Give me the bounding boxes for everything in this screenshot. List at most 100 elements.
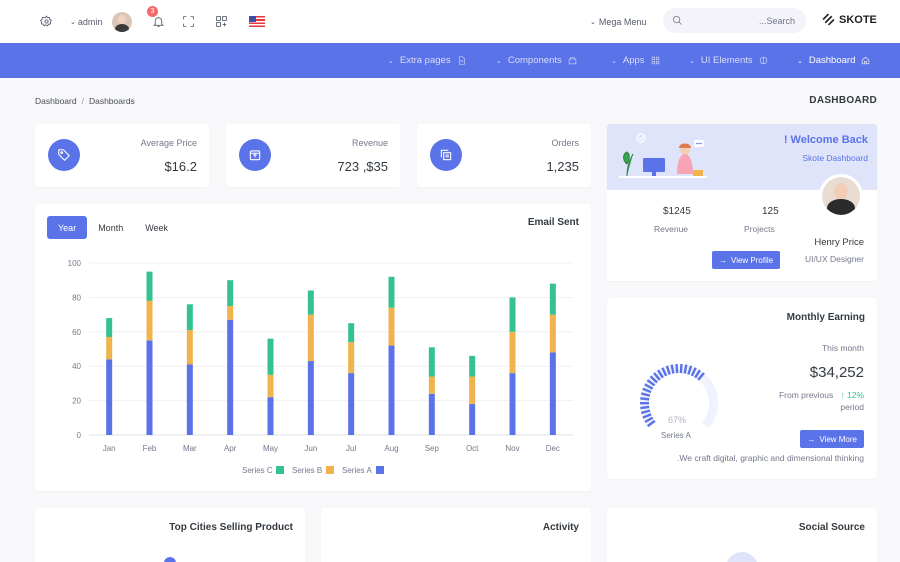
brand-logo[interactable]: SKOTE	[822, 13, 877, 26]
workspace-illustration-icon	[619, 133, 707, 178]
gauge-segment	[661, 367, 668, 377]
bar-series-b[interactable]	[267, 374, 274, 398]
nav-item-apps[interactable]: ⌄ Apps	[611, 43, 660, 78]
gauge-segment	[683, 364, 688, 374]
fullscreen-icon[interactable]	[182, 0, 195, 43]
file-icon	[458, 56, 465, 65]
bar-series-c[interactable]	[469, 355, 476, 377]
stat-card-revenue: Revenue 723 ,$35	[226, 124, 400, 187]
legend-label: Series B	[292, 466, 322, 475]
gauge-segment	[644, 383, 654, 390]
search-input[interactable]	[689, 8, 795, 33]
bar-series-a[interactable]	[146, 340, 153, 435]
mega-menu-button[interactable]: ⌄ Mega Menu	[590, 0, 646, 43]
bar-series-b[interactable]	[307, 314, 314, 362]
tab-month[interactable]: Month	[98, 222, 124, 233]
bar-series-b[interactable]	[348, 342, 355, 374]
bar-series-a[interactable]	[267, 397, 274, 435]
bar-series-c[interactable]	[388, 276, 395, 308]
bar-series-b[interactable]	[106, 336, 113, 360]
breadcrumb: Dashboard / Dashboards	[35, 96, 135, 106]
bar-series-c[interactable]	[267, 338, 274, 375]
legend-swatch[interactable]	[326, 466, 334, 474]
card-title: Email Sent	[527, 217, 579, 228]
bar-series-b[interactable]	[428, 376, 435, 394]
email-sent-chart: 0 20 40 60 80 100 Jan Feb Mar Apr May Jun Jul Aug Sep O…	[68, 259, 573, 475]
stat-card-orders: Orders 1,235	[417, 124, 591, 187]
tab-year[interactable]: Year	[47, 216, 88, 239]
bar-series-a[interactable]	[106, 359, 113, 435]
nav-item-extra-pages[interactable]: ⌄ Extra pages	[388, 43, 466, 78]
stat-value: 1,235	[546, 159, 579, 174]
bar-series-a[interactable]	[509, 373, 516, 435]
gauge-segment	[670, 364, 675, 374]
user-menu[interactable]: ⌄ admin	[70, 0, 133, 43]
bar-series-b[interactable]	[186, 330, 193, 365]
bar-series-a[interactable]	[348, 373, 355, 435]
bar-series-a[interactable]	[428, 393, 435, 435]
settings-gear-icon[interactable]	[40, 0, 53, 43]
bar-series-a[interactable]	[549, 352, 556, 435]
legend-swatch[interactable]	[276, 466, 284, 474]
box-icon	[568, 57, 576, 65]
bar-series-c[interactable]	[186, 304, 193, 331]
nav-item-dashboard[interactable]: ⌄ Dashboard	[797, 43, 870, 78]
bell-icon[interactable]	[152, 0, 165, 43]
bar-series-b[interactable]	[549, 314, 556, 353]
change-percent: 12%	[846, 390, 864, 400]
gauge-series-label: Series A	[661, 431, 691, 440]
bar-series-c[interactable]	[227, 280, 234, 306]
bar-series-c[interactable]	[106, 318, 113, 337]
welcome-card: ! Welcome Back Skote Dashboard $1245 Rev…	[607, 124, 877, 281]
bar-series-c[interactable]	[428, 347, 435, 377]
legend-label: Series A	[342, 466, 372, 475]
chevron-down-icon: ⌄	[797, 57, 803, 65]
bar-series-b[interactable]	[509, 331, 516, 374]
revenue-value: $1245	[663, 206, 691, 217]
breadcrumb-current: Dashboards	[88, 96, 135, 106]
y-tick-label: 60	[72, 328, 81, 337]
chevron-down-icon: ⌄	[70, 18, 76, 26]
top-cities-card: Top Cities Selling Product	[35, 508, 305, 562]
x-tick-label: May	[263, 444, 278, 453]
nav-item-components[interactable]: ⌄ Components	[496, 43, 577, 78]
x-tick-label: Mar	[183, 444, 197, 453]
legend-swatch[interactable]	[376, 466, 384, 474]
language-flag-icon[interactable]	[249, 0, 265, 43]
nav-item-ui-elements[interactable]: ⌄ UI Elements	[689, 43, 768, 78]
bar-series-b[interactable]	[469, 376, 476, 405]
bar-series-a[interactable]	[388, 345, 395, 435]
bar-series-c[interactable]	[348, 323, 355, 343]
period-tabs: Year Month Week	[47, 216, 179, 239]
bar-series-b[interactable]	[388, 307, 395, 346]
view-more-button[interactable]: → View More	[800, 430, 864, 448]
archive-icon	[239, 139, 271, 171]
bar-series-c[interactable]	[549, 283, 556, 315]
stat-value: 723 ,$35	[337, 159, 388, 174]
bar-series-a[interactable]	[469, 404, 476, 435]
x-tick-label: Feb	[143, 444, 157, 453]
x-tick-label: Apr	[224, 444, 237, 453]
projects-value: 125	[762, 206, 779, 217]
view-profile-button[interactable]: → View Profile	[712, 251, 781, 269]
stat-card-average-price: Average Price $16.2	[35, 124, 209, 187]
profile-role: UI/UX Designer	[804, 254, 864, 264]
bar-series-b[interactable]	[227, 306, 234, 320]
apps-grid-icon[interactable]	[215, 0, 228, 43]
tab-week[interactable]: Week	[145, 222, 169, 233]
bar-series-c[interactable]	[509, 297, 516, 332]
gauge-segment	[642, 387, 652, 394]
bar-series-a[interactable]	[307, 361, 314, 435]
social-source-card: Social Source	[607, 508, 877, 562]
card-title: Monthly Earning	[786, 312, 865, 323]
y-tick-label: 0	[77, 431, 82, 440]
breadcrumb-root[interactable]: Dashboard	[35, 96, 77, 106]
bar-series-c[interactable]	[146, 271, 153, 301]
bar-series-a[interactable]	[186, 364, 193, 435]
bar-series-a[interactable]	[227, 319, 234, 435]
gauge-segment	[642, 413, 652, 419]
bar-series-b[interactable]	[146, 300, 153, 341]
grid-icon	[651, 56, 659, 65]
bar-series-c[interactable]	[307, 290, 314, 315]
gauge-segment	[679, 364, 683, 374]
